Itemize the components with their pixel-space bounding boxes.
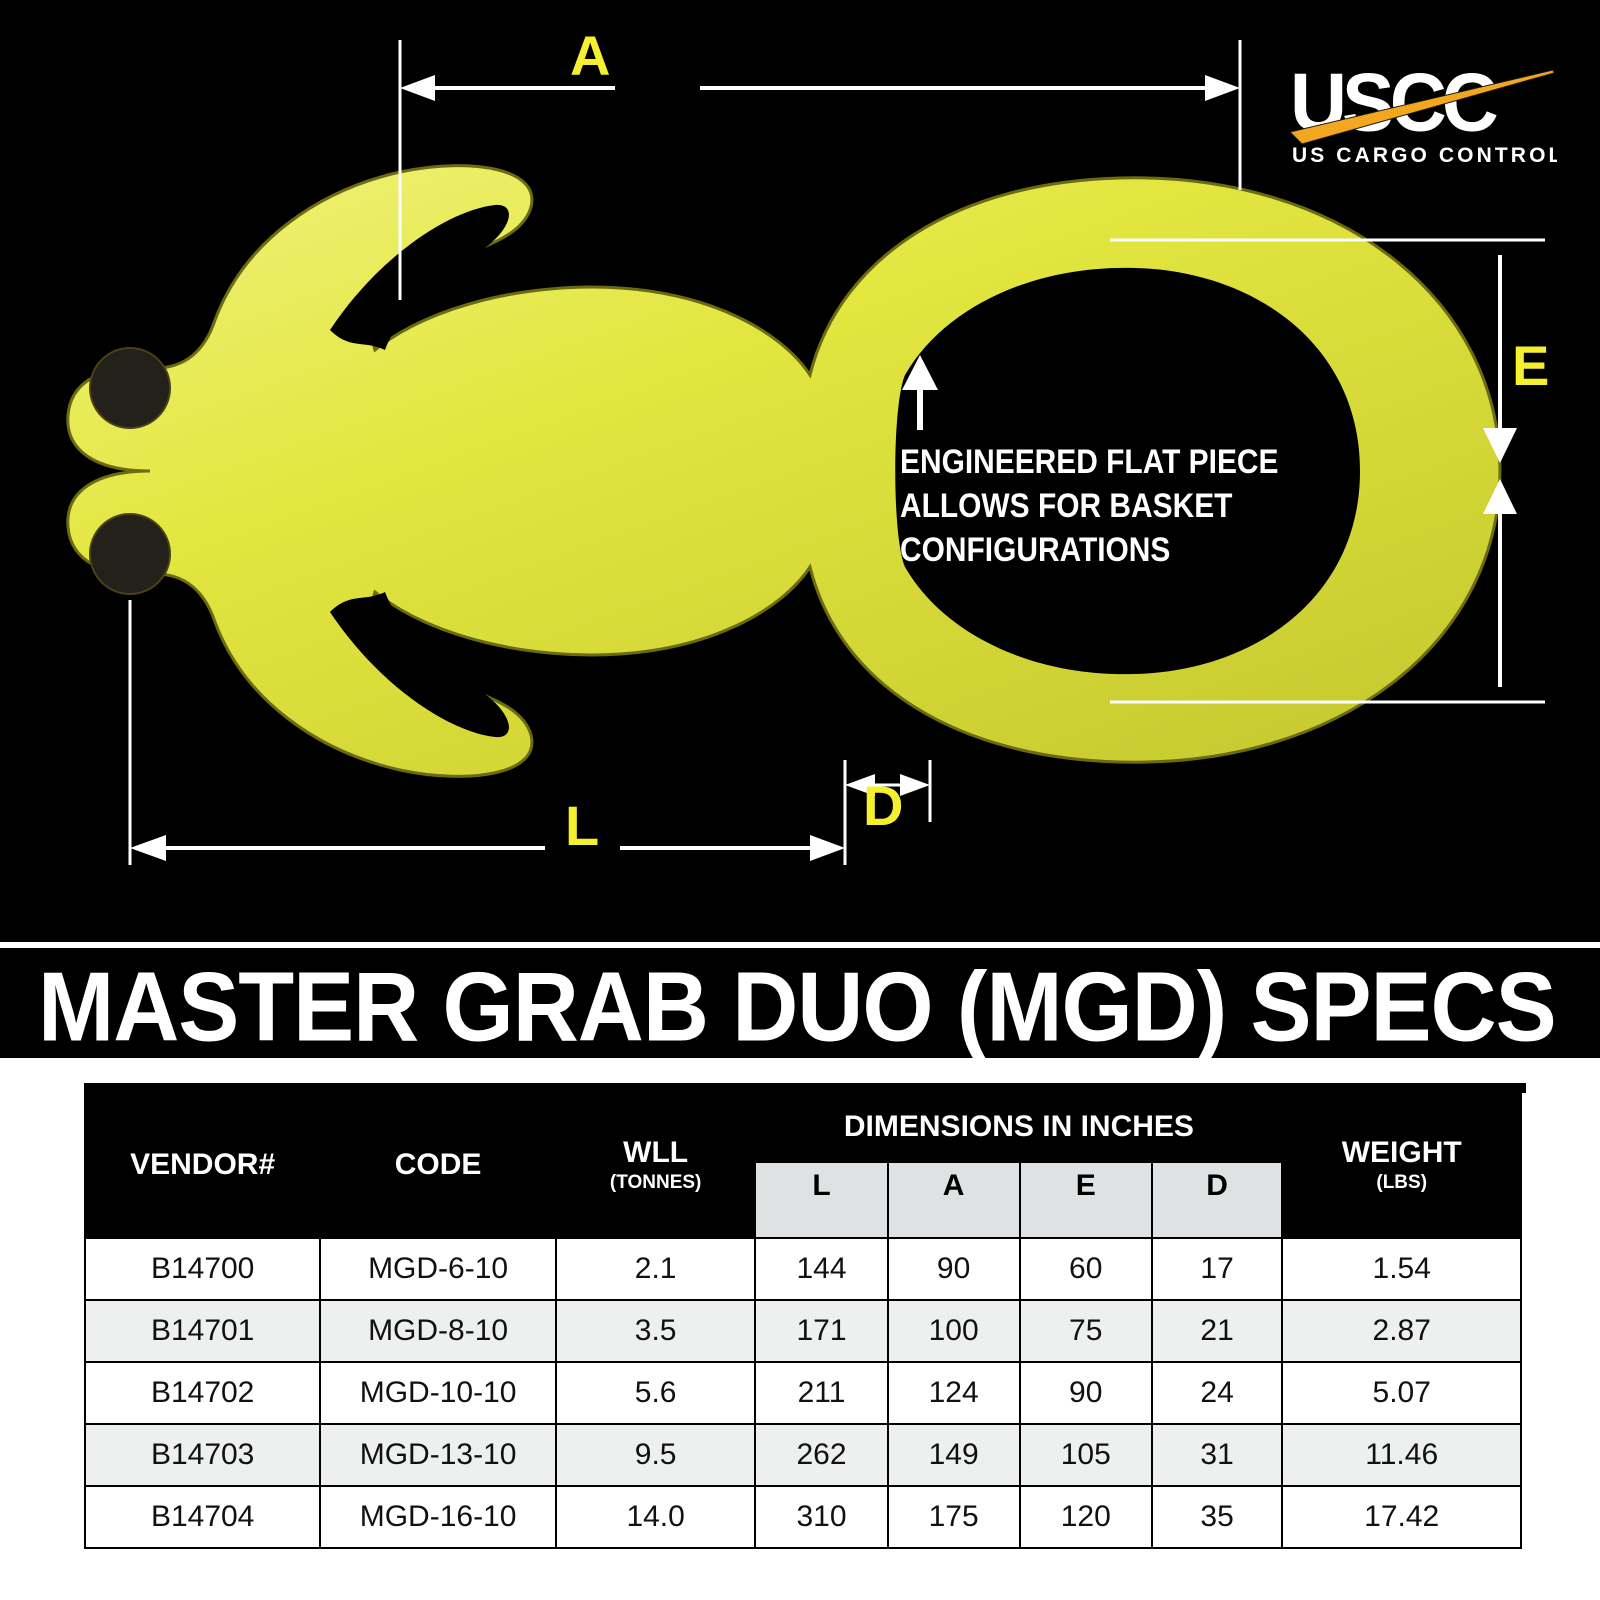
svg-text:US CARGO CONTROL: US CARGO CONTROL xyxy=(1292,144,1557,167)
